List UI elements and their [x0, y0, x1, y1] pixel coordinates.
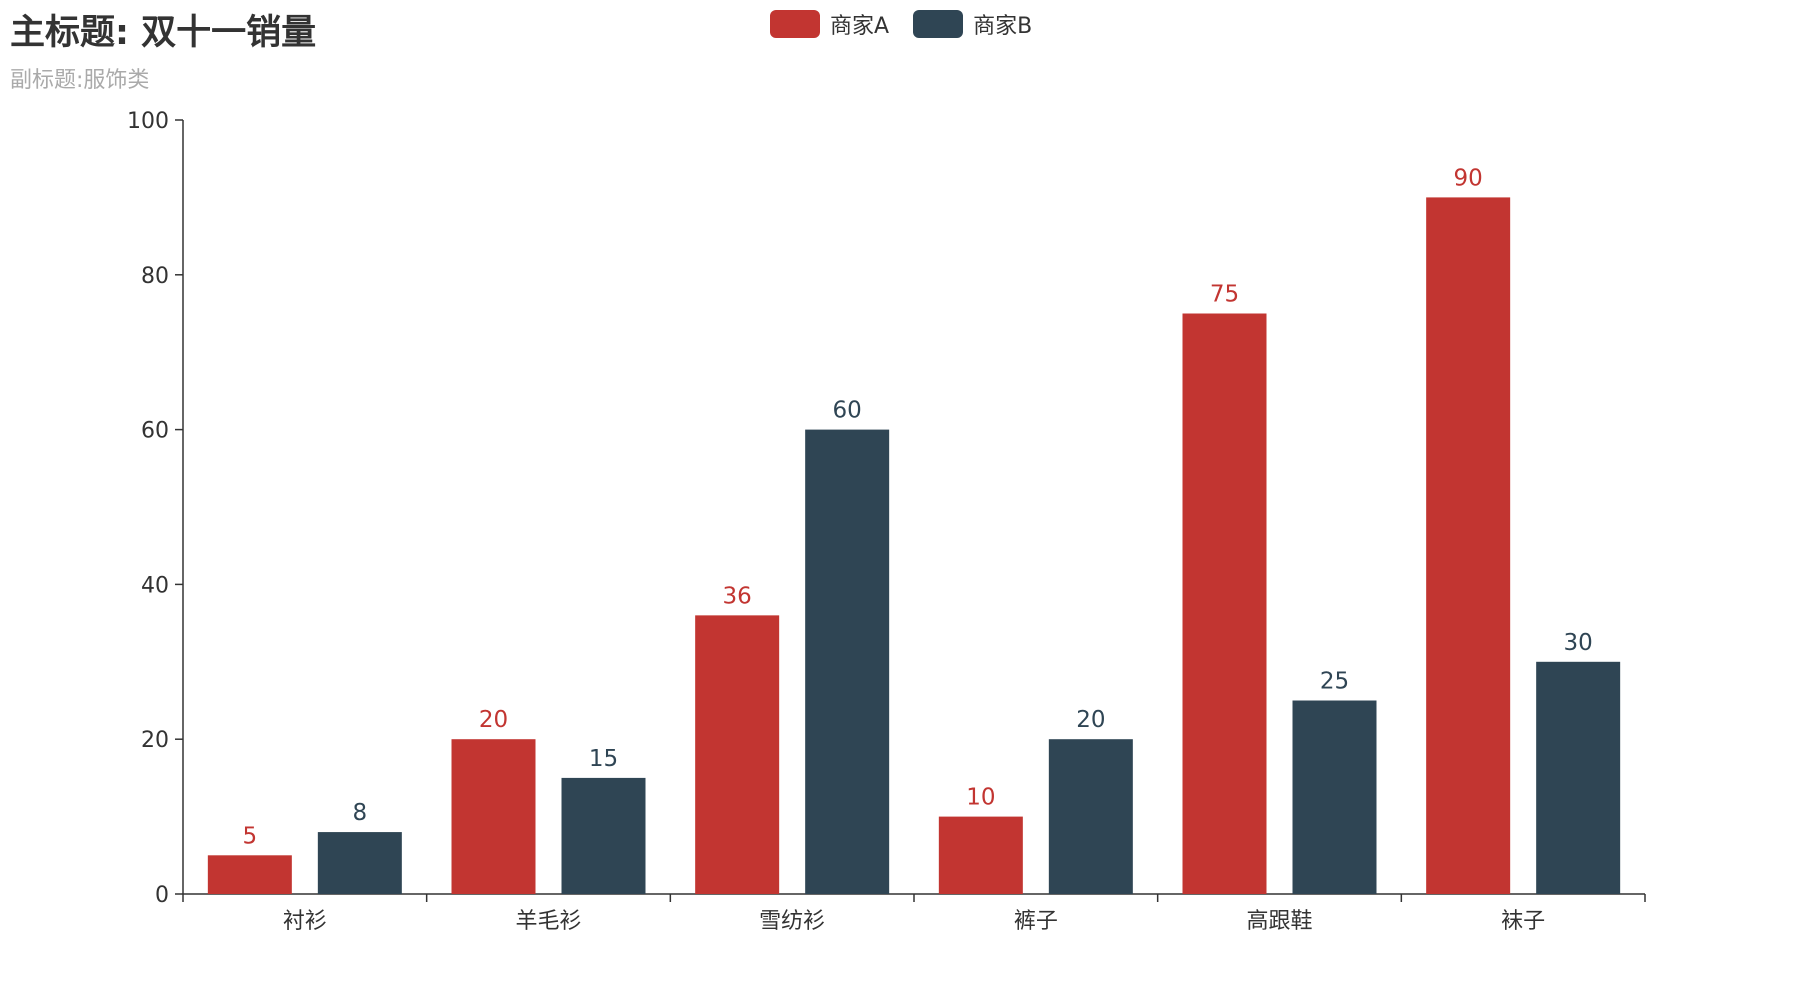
legend: 商家A 商家B [770, 8, 1032, 40]
data-label: 5 [243, 823, 258, 849]
data-label: 15 [589, 746, 618, 772]
x-tick-label: 裤子 [1014, 909, 1058, 934]
bar[interactable] [451, 739, 536, 894]
y-tick-label: 20 [141, 728, 169, 753]
data-label: 75 [1210, 282, 1239, 308]
data-label: 30 [1564, 630, 1593, 656]
bar[interactable] [1426, 197, 1511, 894]
y-tick-label: 80 [141, 264, 169, 289]
data-label: 60 [833, 398, 862, 424]
bar[interactable] [805, 429, 890, 894]
legend-item-series-b[interactable]: 商家B [913, 8, 1032, 40]
bar[interactable] [1048, 739, 1133, 894]
bar[interactable] [695, 615, 780, 894]
bar[interactable] [938, 816, 1023, 894]
chart-title: 主标题: 双十一销量 [10, 13, 317, 53]
data-label: 8 [353, 800, 368, 826]
y-tick-label: 40 [141, 573, 169, 598]
x-tick-label: 衬衫 [283, 909, 327, 934]
x-tick-label: 雪纺衫 [759, 909, 825, 934]
x-tick-label: 高跟鞋 [1246, 909, 1312, 934]
legend-swatch-series-b [913, 10, 964, 38]
data-label: 36 [723, 583, 752, 609]
bar[interactable] [1536, 661, 1621, 894]
data-label: 90 [1454, 165, 1483, 191]
bar[interactable] [207, 855, 292, 894]
data-label: 20 [479, 707, 508, 733]
y-tick-label: 0 [155, 883, 169, 908]
bar[interactable] [561, 777, 646, 894]
chart-subtitle: 副标题:服饰类 [10, 68, 150, 93]
legend-swatch-series-a [770, 10, 820, 38]
y-tick-label: 100 [127, 109, 169, 134]
bar[interactable] [317, 832, 402, 894]
x-tick-label: 袜子 [1501, 909, 1545, 934]
legend-label-series-a: 商家A [830, 14, 890, 39]
bar[interactable] [1292, 700, 1377, 895]
y-tick-label: 60 [141, 419, 169, 444]
legend-label-series-b: 商家B [973, 14, 1033, 39]
bar[interactable] [1182, 313, 1267, 895]
x-tick-label: 羊毛衫 [515, 909, 581, 934]
data-label: 25 [1320, 669, 1349, 695]
data-label: 10 [966, 785, 995, 811]
data-label: 20 [1076, 707, 1105, 733]
legend-item-series-a[interactable]: 商家A [770, 8, 889, 40]
